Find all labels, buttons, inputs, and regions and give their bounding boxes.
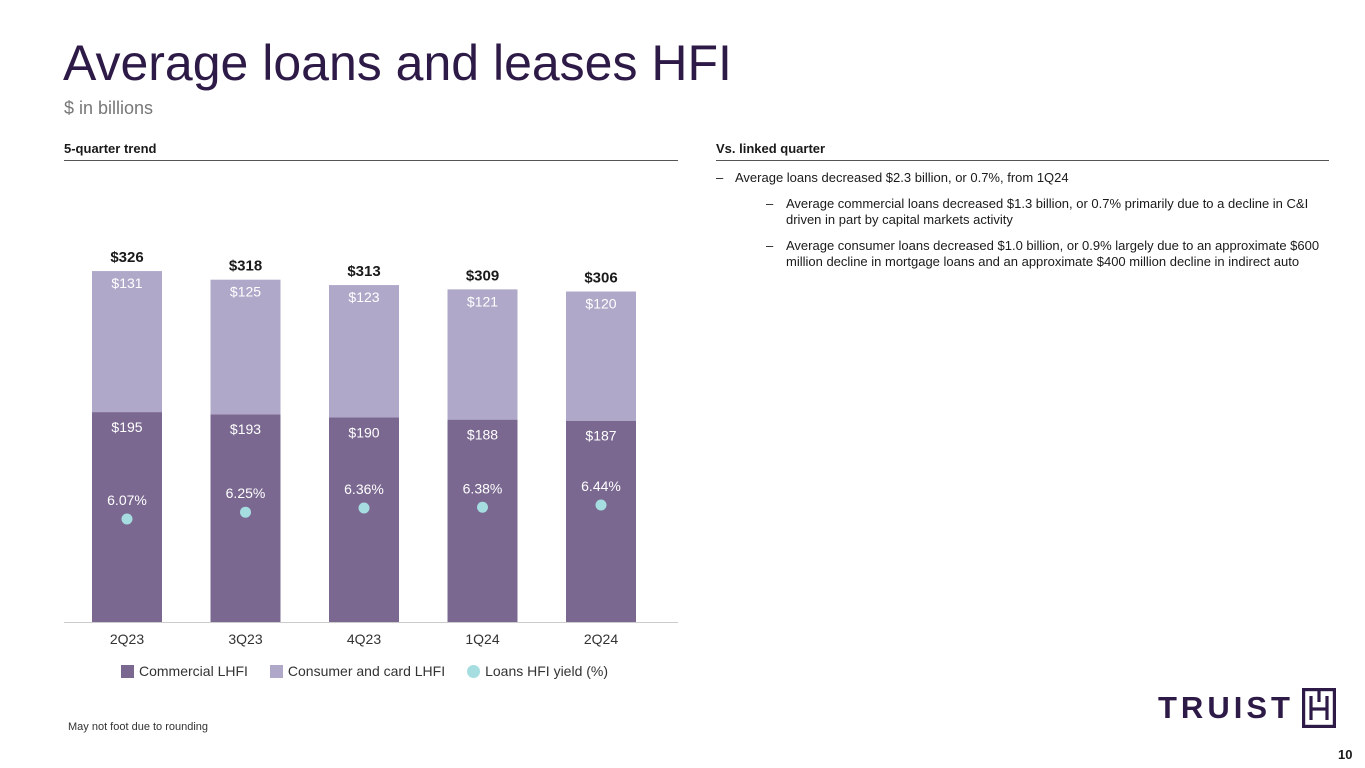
legend-item-commercial: Commercial LHFI <box>121 663 248 679</box>
bullet-dash: – <box>766 238 774 253</box>
yield-point <box>595 499 607 511</box>
yield-point <box>358 502 370 514</box>
bar-consumer <box>447 289 518 420</box>
data-label-consumer: $123 <box>348 289 379 305</box>
bar-consumer <box>329 285 399 418</box>
data-label-consumer: $125 <box>230 284 261 300</box>
legend-swatch-consumer <box>269 664 283 678</box>
x-tick-label: 3Q23 <box>228 631 262 647</box>
bullet-dash: – <box>716 170 724 185</box>
truist-mark-icon <box>1301 688 1336 728</box>
legend-label-yield: Loans HFI yield (%) <box>485 663 609 679</box>
bullet-level2: – Average consumer loans decreased $1.0 … <box>716 238 1329 270</box>
data-label-consumer: $131 <box>111 275 142 291</box>
yield-point <box>121 513 133 525</box>
data-label-consumer: $120 <box>585 296 616 312</box>
data-label-commercial: $193 <box>230 421 261 437</box>
logo-wordmark: TRUIST <box>1158 690 1294 725</box>
bar-commercial <box>210 414 281 622</box>
bullet-level2: – Average commercial loans decreased $1.… <box>716 196 1329 228</box>
data-label-yield: 6.07% <box>107 492 147 508</box>
bullet-text: Average loans decreased $2.3 billion, or… <box>735 170 1069 185</box>
x-tick-label: 4Q23 <box>347 631 381 647</box>
page-title: Average loans and leases HFI <box>63 35 732 91</box>
bar-commercial <box>566 420 636 622</box>
bar-consumer <box>92 271 162 413</box>
page-subtitle: $ in billions <box>64 98 154 118</box>
data-label-total: $309 <box>466 267 499 284</box>
x-tick-label: 2Q23 <box>110 631 144 647</box>
bullet-text: Average commercial loans decreased $1.3 … <box>786 196 1309 227</box>
bar-commercial <box>329 417 399 622</box>
x-tick-label: 2Q24 <box>584 631 618 647</box>
right-section-rule <box>716 160 1329 161</box>
legend-item-consumer: Consumer and card LHFI <box>269 663 446 679</box>
bar-commercial <box>447 419 518 622</box>
data-label-commercial: $187 <box>585 428 616 444</box>
data-label-commercial: $188 <box>467 427 498 443</box>
data-label-yield: 6.25% <box>226 485 266 501</box>
chart-legend: Commercial LHFI Consumer and card LHFI L… <box>121 663 630 679</box>
bullet-dash: – <box>766 196 774 211</box>
data-label-total: $306 <box>584 270 617 287</box>
truist-logo: TRUIST <box>1158 688 1336 728</box>
data-label-total: $318 <box>229 258 262 275</box>
data-label-total: $326 <box>110 249 143 266</box>
left-section-heading: 5-quarter trend <box>64 141 157 156</box>
legend-swatch-commercial <box>121 664 134 678</box>
data-label-yield: 6.44% <box>581 478 621 494</box>
data-label-yield: 6.36% <box>344 481 384 497</box>
right-section-heading: Vs. linked quarter <box>716 141 826 156</box>
left-section-rule <box>64 160 678 161</box>
linked-quarter-bullets: – Average loans decreased $2.3 billion, … <box>716 170 1329 280</box>
loans-stacked-bar-chart: $195 $131 $326 6.07% 2Q23 $193 $125 $318 6.25% 3Q… <box>64 249 678 647</box>
bullet-text: Average consumer loans decreased $1.0 bi… <box>786 238 1320 269</box>
data-label-yield: 6.38% <box>463 480 503 496</box>
legend-label-consumer: Consumer and card LHFI <box>287 663 446 679</box>
yield-point <box>240 506 251 518</box>
data-label-commercial: $195 <box>111 419 142 435</box>
yield-point <box>477 501 488 513</box>
bar-consumer <box>566 291 636 421</box>
bar-consumer <box>210 279 281 415</box>
bullet-level1: – Average loans decreased $2.3 billion, … <box>716 170 1329 186</box>
legend-item-yield: Loans HFI yield (%) <box>467 663 608 679</box>
legend-label-commercial: Commercial LHFI <box>139 663 248 679</box>
page-number: 10 <box>1338 747 1353 762</box>
footnote: May not foot due to rounding <box>68 721 209 733</box>
data-label-commercial: $190 <box>348 424 379 440</box>
data-label-total: $313 <box>347 263 380 280</box>
x-tick-label: 1Q24 <box>465 631 499 647</box>
legend-swatch-yield <box>467 664 481 678</box>
data-label-consumer: $121 <box>467 293 498 309</box>
